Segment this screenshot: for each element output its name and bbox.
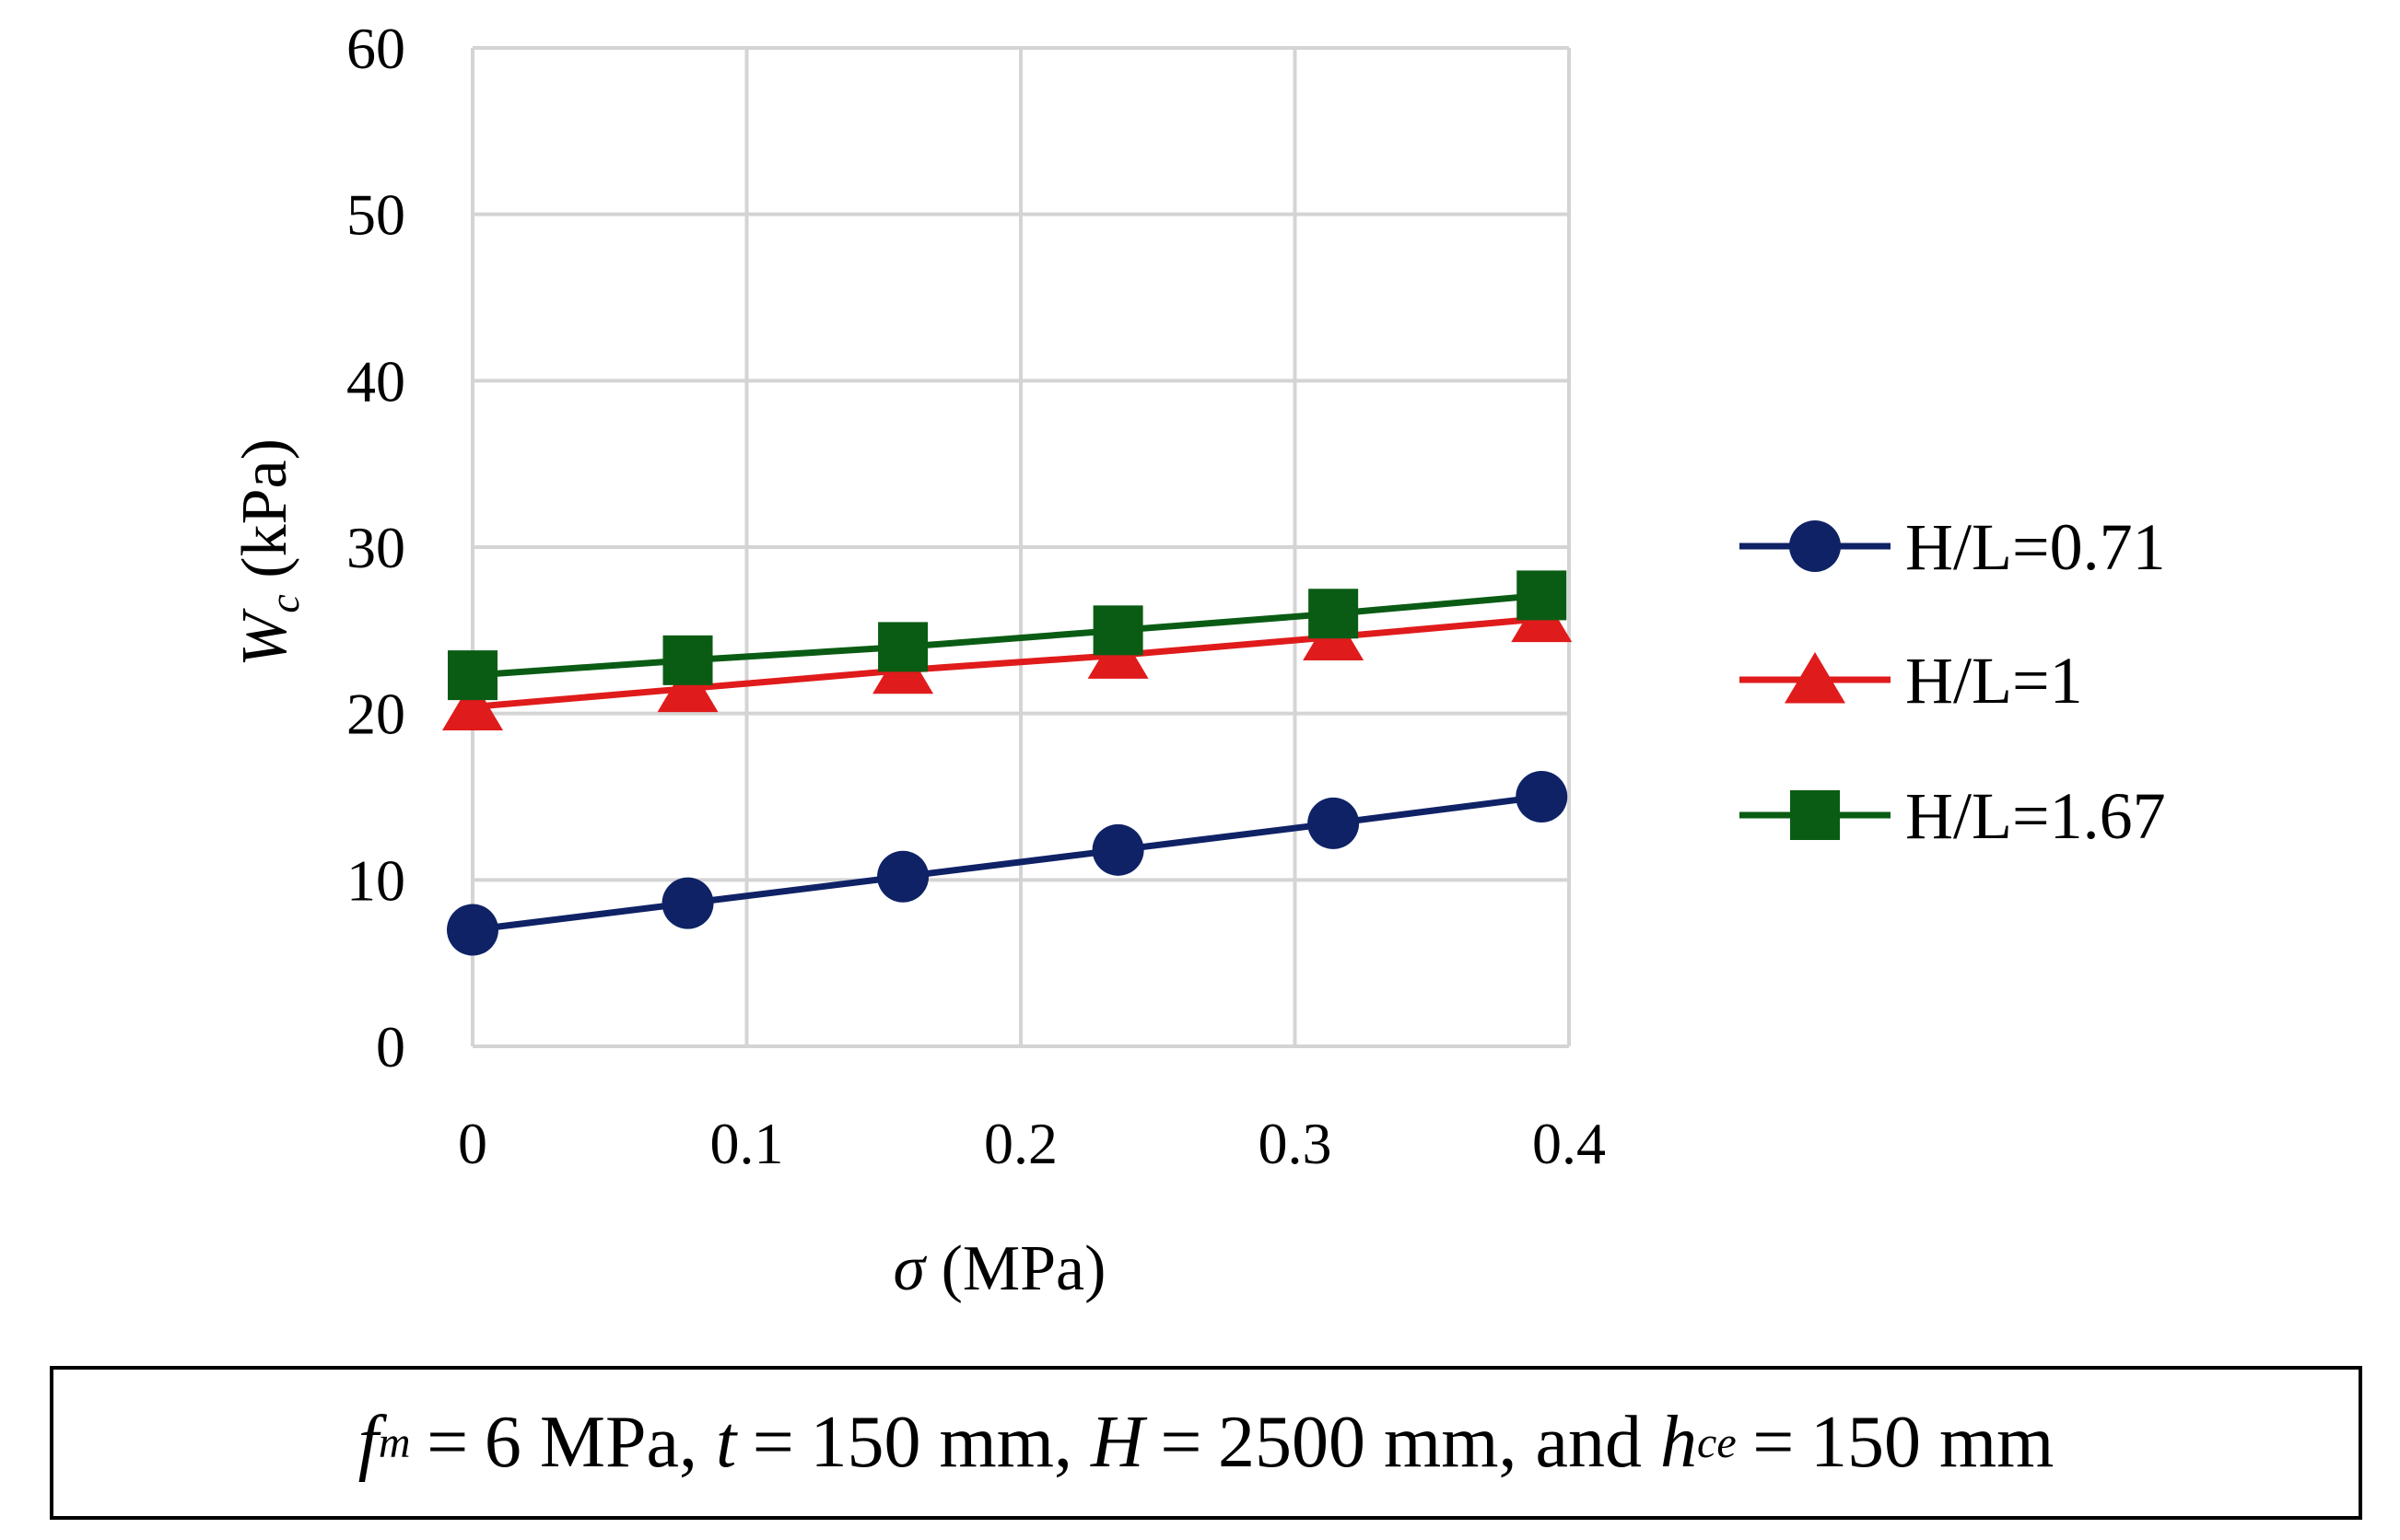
data-point	[1516, 570, 1567, 621]
x-tick-label: 0.1	[710, 1111, 784, 1176]
t-symbol: t	[715, 1402, 737, 1483]
fm-symbol: f	[357, 1402, 379, 1483]
series-2	[442, 590, 1573, 730]
y-tick-labels: 0 10 20 30 40 50 60	[346, 16, 405, 1079]
equals-sign: =	[752, 1402, 794, 1483]
legend: H/L=0.71 H/L=1 H/L=1.67	[1739, 510, 2166, 853]
data-point	[661, 877, 714, 929]
legend-entry: H/L=1	[1739, 644, 2083, 718]
data-point	[1307, 797, 1360, 849]
y-axis-title: Wc (kPa)	[229, 438, 308, 667]
equals-sign: =	[1752, 1402, 1795, 1483]
x-axis-title: σ (MPa)	[894, 1233, 1106, 1304]
h-symbol: h	[1660, 1402, 1698, 1483]
x-tick-label: 0.2	[984, 1111, 1058, 1176]
legend-entry: H/L=1.67	[1739, 779, 2166, 853]
series-line	[472, 615, 1542, 710]
equals-sign: =	[1160, 1402, 1202, 1483]
legend-label: H/L=1.67	[1905, 779, 2166, 853]
legend-label: H/L=0.71	[1905, 510, 2166, 584]
series-layer	[442, 570, 1573, 956]
legend-marker	[1789, 520, 1841, 572]
h-value: 150 mm	[1809, 1402, 2055, 1483]
data-point	[1092, 823, 1144, 876]
fm-subscript: m	[378, 1418, 411, 1467]
data-point	[657, 660, 719, 713]
legend-marker	[1790, 790, 1840, 840]
chart: 0 10 20 30 40 50 60 0 0.1 0.2 0.3 0.4 Wc (kPa) σ (…	[229, 16, 2166, 1304]
data-point	[877, 850, 930, 903]
t-value: 150 mm,	[810, 1402, 1072, 1483]
grid-lines	[471, 46, 1571, 1048]
x-tick-label: 0	[458, 1111, 487, 1176]
y-tick-label: 20	[346, 682, 405, 747]
series-3	[448, 570, 1567, 701]
x-tick-label: 0.3	[1259, 1111, 1332, 1176]
h-subscript: ce	[1697, 1418, 1737, 1467]
data-point	[448, 650, 498, 701]
data-point	[447, 904, 498, 956]
data-point	[878, 622, 929, 672]
legend-label: H/L=1	[1905, 644, 2083, 718]
H-value: 2500 mm, and	[1218, 1402, 1643, 1483]
fm-value: 6 MPa,	[484, 1402, 697, 1483]
y-tick-label: 30	[346, 515, 405, 580]
data-point	[1093, 605, 1143, 656]
y-tick-label: 10	[346, 847, 405, 913]
legend-marker	[1785, 652, 1845, 704]
series-1	[447, 771, 1568, 956]
series-line	[472, 591, 1542, 679]
y-tick-label: 50	[346, 182, 405, 248]
data-point	[1516, 771, 1568, 822]
data-point	[662, 635, 713, 685]
y-tick-label: 60	[346, 16, 405, 81]
x-tick-label: 0.4	[1532, 1111, 1606, 1176]
y-tick-label: 40	[346, 348, 405, 414]
y-tick-label: 0	[376, 1014, 405, 1079]
data-point	[1308, 589, 1359, 639]
H-symbol: H	[1090, 1402, 1144, 1483]
series-line	[472, 793, 1542, 934]
data-point	[442, 679, 503, 730]
equals-sign: =	[427, 1402, 469, 1483]
x-tick-labels: 0 0.1 0.2 0.3 0.4	[458, 1111, 1606, 1176]
legend-entry: H/L=0.71	[1739, 510, 2166, 584]
